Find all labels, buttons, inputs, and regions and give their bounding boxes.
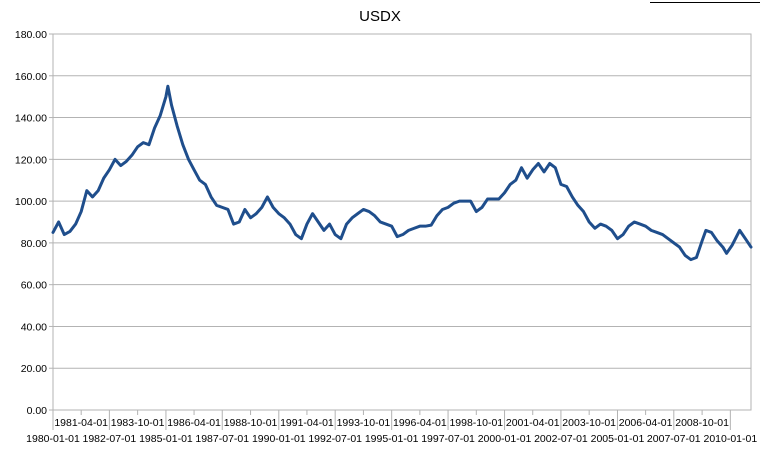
x-tick-label: 1995-01-01 — [365, 433, 419, 445]
x-tick-label: 1992-07-01 — [308, 433, 362, 445]
x-tick-label: 1981-04-01 — [54, 417, 108, 429]
y-tick-label: 40.00 — [21, 321, 47, 333]
x-tick-label: 1980-01-01 — [26, 433, 80, 445]
y-axis-tick-labels: 0.00 20.00 40.00 60.00 80.00 100.00 120.00 140.… — [15, 29, 47, 417]
x-tick-label: 1990-01-01 — [252, 433, 306, 445]
chart-title: USDX — [359, 8, 401, 25]
x-tick-label: 1987-07-01 — [195, 433, 249, 445]
x-tick-label: 1997-07-01 — [421, 433, 475, 445]
x-tick-label: 2007-07-01 — [647, 433, 701, 445]
x-tick-label: 2008-10-01 — [675, 417, 729, 429]
x-tick-label: 1982-07-01 — [83, 433, 137, 445]
x-tick-label: 2002-07-01 — [534, 433, 588, 445]
y-tick-label: 160.00 — [15, 71, 47, 83]
x-axis-tick-labels: 1981-04-01 1983-10-01 1986-04-01 1988-10-01… — [26, 410, 757, 445]
x-tick-label: 2000-01-01 — [478, 433, 532, 445]
plot-area-border — [52, 33, 752, 411]
y-tick-label: 20.00 — [21, 363, 47, 375]
y-tick-label: 0.00 — [27, 405, 48, 417]
x-tick-label: 1991-04-01 — [280, 417, 334, 429]
y-tick-label: 100.00 — [15, 196, 47, 208]
x-tick-label: 1996-04-01 — [393, 417, 447, 429]
usdx-series-line — [51, 84, 753, 262]
x-tick-label: 1983-10-01 — [111, 417, 165, 429]
top-edge-line — [650, 2, 760, 3]
y-tick-label: 180.00 — [15, 29, 47, 41]
x-tick-label: 1993-10-01 — [337, 417, 391, 429]
x-tick-label: 2006-04-01 — [619, 417, 673, 429]
x-tick-label: 2005-01-01 — [591, 433, 645, 445]
x-tick-label: 1986-04-01 — [167, 417, 221, 429]
x-tick-label: 2010-01-01 — [703, 433, 757, 445]
x-tick-label: 2003-10-01 — [562, 417, 616, 429]
y-tick-label: 140.00 — [15, 113, 47, 125]
x-tick-label: 1988-10-01 — [224, 417, 278, 429]
x-tick-label: 2001-04-01 — [506, 417, 560, 429]
x-tick-label: 1985-01-01 — [139, 433, 193, 445]
x-tick-label: 1998-10-01 — [449, 417, 503, 429]
y-tick-label: 60.00 — [21, 280, 47, 292]
y-tick-label: 80.00 — [21, 238, 47, 250]
y-tick-label: 120.00 — [15, 154, 47, 166]
gridlines — [49, 33, 751, 411]
